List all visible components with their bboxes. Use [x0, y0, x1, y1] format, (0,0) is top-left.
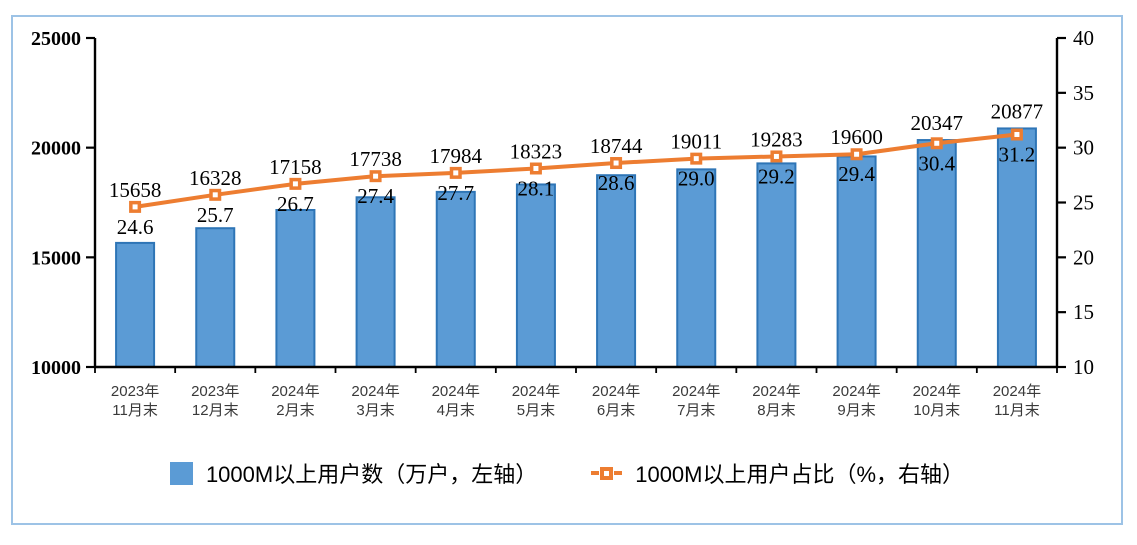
bar-series-swatch-icon [169, 461, 193, 485]
line-marker-center-0 [132, 204, 138, 210]
x-category-label-5: 2024年 5月末 [512, 383, 560, 419]
bar-8 [756, 162, 797, 368]
left-axis-tick-label: 10000 [31, 357, 81, 379]
x-category-label-7: 2024年 7月末 [672, 383, 720, 419]
line-marker-center-1 [212, 192, 218, 198]
x-category-label-6: 2024年 6月末 [592, 383, 640, 419]
line-marker-center-2 [292, 181, 298, 187]
line-marker-center-7 [693, 156, 699, 162]
line-marker-center-10 [934, 140, 940, 146]
bar-value-label-3: 17738 [349, 147, 402, 171]
x-category-label-9: 2024年 9月末 [832, 383, 880, 419]
line-value-label-8: 29.2 [758, 164, 795, 188]
line-marker-center-4 [453, 170, 459, 176]
bar-2 [275, 209, 316, 368]
bar-9 [836, 155, 877, 368]
left-axis-tick-label: 25000 [31, 28, 81, 50]
bar-value-label-0: 15658 [109, 178, 162, 202]
line-value-label-9: 29.4 [838, 162, 875, 186]
bar-value-label-10: 20347 [911, 111, 964, 135]
line-marker-center-11 [1014, 132, 1020, 138]
line-value-label-3: 27.4 [357, 184, 394, 208]
bar-1 [195, 227, 236, 368]
bar-5 [515, 183, 556, 368]
right-axis-tick-label: 30 [1073, 136, 1094, 160]
x-category-label-0: 2023年 11月末 [111, 383, 159, 419]
right-axis-tick-label: 20 [1073, 245, 1094, 269]
left-axis-tick-label: 15000 [31, 247, 81, 269]
chart-legend: 1000M以上用户数（万户，左轴） 1000M以上用户占比（%，右轴） [13, 446, 1121, 500]
line-value-label-0: 24.6 [117, 215, 154, 239]
right-axis-tick-label: 35 [1073, 81, 1094, 105]
line-value-label-7: 29.0 [678, 167, 715, 191]
bar-value-label-7: 19011 [670, 130, 722, 154]
bar-value-label-9: 19600 [830, 125, 883, 149]
line-marker-center-9 [854, 151, 860, 157]
bar-value-label-4: 17984 [430, 144, 483, 168]
line-value-label-5: 28.1 [518, 177, 555, 201]
x-category-label-3: 2024年 3月末 [351, 383, 399, 419]
x-category-label-4: 2024年 4月末 [432, 383, 480, 419]
line-value-label-1: 25.7 [197, 203, 234, 227]
bar-3 [355, 196, 396, 368]
x-category-label-8: 2024年 8月末 [752, 383, 800, 419]
line-value-label-6: 28.6 [598, 171, 635, 195]
line-value-label-4: 27.7 [437, 181, 474, 205]
bar-value-label-11: 20877 [991, 99, 1044, 123]
bar-value-label-2: 17158 [269, 155, 322, 179]
bar-value-label-5: 18323 [510, 140, 563, 164]
left-axis-tick-label: 20000 [31, 138, 81, 160]
x-category-label-2: 2024年 2月末 [271, 383, 319, 419]
line-marker-center-8 [773, 153, 779, 159]
bar-value-label-1: 16328 [189, 166, 242, 190]
bar-value-label-8: 19283 [750, 127, 803, 151]
line-marker-center-3 [373, 173, 379, 179]
line-marker-center-5 [533, 166, 539, 172]
bar-0 [115, 241, 156, 368]
x-category-label-10: 2024年 10月末 [913, 383, 961, 419]
bar-series-legend-label: 1000M以上用户数（万户，左轴） [205, 462, 538, 487]
right-axis-tick-label: 15 [1073, 300, 1094, 324]
line-series-legend-label: 1000M以上用户占比（%，右轴） [635, 462, 965, 487]
line-series-path [134, 132, 1018, 209]
bar-value-label-6: 18744 [590, 134, 643, 158]
line-marker-center-6 [613, 160, 619, 166]
legend-item-line-series: 1000M以上用户占比（%，右轴） [591, 457, 964, 489]
line-series-marker-icon [591, 466, 623, 480]
bar-6 [596, 174, 637, 368]
bar-4 [435, 190, 476, 368]
bar-10 [916, 139, 957, 368]
x-category-label-11: 2024年 11月末 [993, 383, 1041, 419]
line-value-label-10: 30.4 [918, 151, 955, 175]
line-value-label-11: 31.2 [999, 143, 1036, 167]
x-category-label-1: 2023年 12月末 [191, 383, 239, 419]
bar-7 [676, 168, 717, 368]
legend-item-bar-series: 1000M以上用户数（万户，左轴） [169, 457, 538, 489]
right-axis-tick-label: 40 [1073, 26, 1094, 50]
line-value-label-2: 26.7 [277, 192, 314, 216]
right-axis-tick-label: 10 [1073, 355, 1094, 379]
right-axis-tick-label: 25 [1073, 191, 1094, 215]
